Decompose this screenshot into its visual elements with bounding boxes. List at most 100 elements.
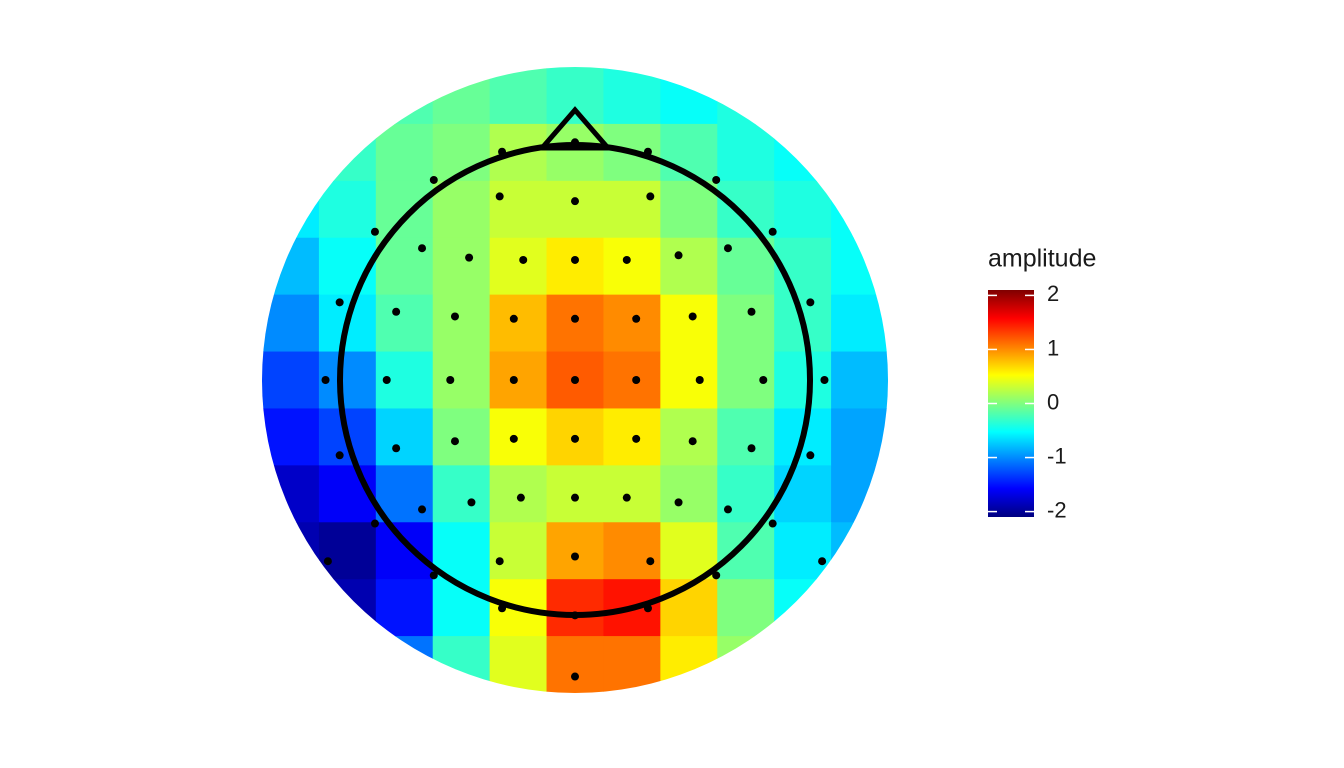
electrode <box>446 376 455 384</box>
heat-cell <box>831 67 888 125</box>
heat-cell <box>831 636 888 693</box>
heat-cell <box>375 579 434 637</box>
electrodes <box>321 138 829 681</box>
heat-cell <box>660 636 718 693</box>
electrode <box>723 505 732 514</box>
heat-cell <box>774 522 832 580</box>
electrode <box>370 519 379 528</box>
electrode <box>768 227 777 236</box>
heat-cell <box>660 237 718 296</box>
electrode <box>429 571 438 580</box>
heat-cell <box>660 465 718 523</box>
electrode <box>688 312 697 321</box>
electrode <box>467 498 476 507</box>
heat-cell <box>717 67 775 125</box>
heat-cell <box>546 237 605 296</box>
electrode <box>759 376 768 384</box>
electrode <box>418 244 427 253</box>
heat-cell <box>717 123 775 182</box>
heat-cell <box>262 465 320 523</box>
electrode <box>723 244 732 253</box>
heat-cell <box>489 294 548 353</box>
heat-cell <box>831 579 888 637</box>
electrode <box>429 175 438 184</box>
electrode <box>571 197 579 206</box>
heat-cell <box>831 522 888 580</box>
heat-cell <box>262 351 320 410</box>
heat-cell <box>489 522 548 580</box>
heat-cell <box>432 180 491 239</box>
heat-cell <box>489 351 548 410</box>
electrode <box>509 376 518 384</box>
heat-cell <box>318 579 377 637</box>
heat-cell <box>774 180 832 239</box>
electrode <box>571 138 579 147</box>
legend-title: amplitude <box>988 245 1096 273</box>
heat-cell <box>375 180 434 239</box>
electrode <box>571 255 579 264</box>
heat-cell <box>546 636 605 693</box>
heat-cell <box>717 636 775 693</box>
heat-cell <box>375 294 434 353</box>
heat-cell <box>831 294 888 353</box>
heat-cell <box>489 67 548 125</box>
electrode <box>450 312 459 321</box>
heat-cell <box>375 123 434 182</box>
heat-cell <box>432 67 491 125</box>
electrode <box>519 255 528 264</box>
heat-cell <box>831 465 888 523</box>
heat-cell <box>774 636 832 693</box>
electrode <box>632 434 641 443</box>
electrode <box>498 604 507 613</box>
heat-cell <box>546 294 605 353</box>
heat-cell <box>717 294 775 353</box>
electrode <box>382 376 391 384</box>
heat-cell <box>831 180 888 239</box>
electrode <box>495 192 504 201</box>
heat-cell <box>774 123 832 182</box>
heat-cell <box>660 180 718 239</box>
electrode <box>335 451 344 460</box>
heat-cell <box>603 67 661 125</box>
electrode <box>323 557 332 566</box>
heat-cell <box>603 465 661 523</box>
electrode <box>646 192 655 201</box>
colorbar-tick-label: 0 <box>1047 389 1059 414</box>
heat-cell <box>262 522 320 580</box>
heat-cell <box>375 636 434 693</box>
heat-cell <box>375 408 434 466</box>
heat-cell <box>660 67 718 125</box>
electrode <box>509 434 518 443</box>
electrode <box>495 557 504 566</box>
heat-cell <box>318 67 377 125</box>
heat-cell <box>318 522 377 580</box>
heat-cell <box>603 237 661 296</box>
heat-cell <box>660 294 718 353</box>
electrode <box>622 255 631 264</box>
heat-cell <box>432 351 491 410</box>
electrode <box>643 147 652 156</box>
electrode <box>646 557 655 566</box>
heat-cell <box>432 294 491 353</box>
colorbar-tick-label: 2 <box>1047 281 1059 306</box>
heat-cell <box>432 237 491 296</box>
electrode <box>695 376 704 384</box>
heat-cell <box>375 465 434 523</box>
electrode <box>712 175 721 184</box>
heat-cell <box>717 180 775 239</box>
electrode <box>632 376 641 384</box>
electrode <box>688 437 697 446</box>
heat-cell <box>432 408 491 466</box>
electrode <box>509 314 518 323</box>
electrode <box>516 493 525 502</box>
electrode <box>571 314 579 323</box>
heat-cell <box>660 351 718 410</box>
electrode <box>335 298 344 307</box>
heat-cell <box>660 408 718 466</box>
electrode <box>450 437 459 446</box>
heat-cell <box>603 636 661 693</box>
heat-cell <box>375 522 434 580</box>
heat-cell <box>546 522 605 580</box>
heat-cell <box>318 180 377 239</box>
